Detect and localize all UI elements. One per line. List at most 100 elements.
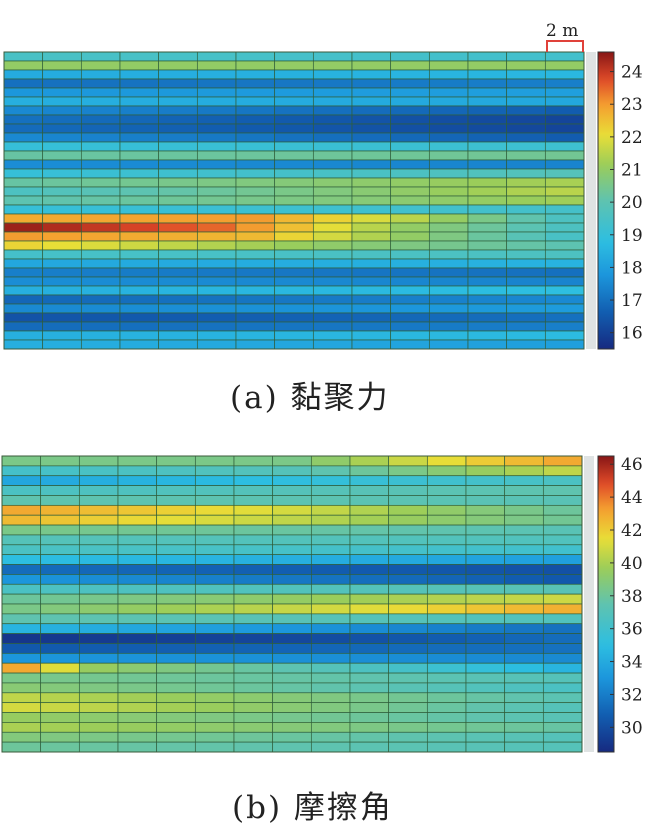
heat-cell bbox=[158, 258, 198, 269]
colorbar-tick-label: 16 bbox=[621, 324, 643, 344]
heat-cell bbox=[349, 593, 390, 605]
heat-cell bbox=[504, 741, 544, 753]
heat-cell bbox=[272, 613, 312, 625]
heat-cell bbox=[233, 554, 274, 565]
heat-cell bbox=[233, 495, 274, 506]
heat-cell bbox=[312, 105, 353, 116]
heat-cell bbox=[158, 105, 198, 116]
heat-cell bbox=[542, 554, 583, 565]
heat-cell bbox=[542, 583, 583, 595]
heat-cell bbox=[272, 514, 312, 526]
heat-cell bbox=[42, 294, 82, 305]
heat-cell bbox=[1, 722, 42, 733]
heat-cell bbox=[310, 672, 351, 684]
heat-cell bbox=[388, 702, 428, 713]
heat-cell bbox=[158, 186, 198, 197]
heat-cell bbox=[158, 114, 198, 125]
heat-cell bbox=[351, 150, 392, 161]
heat-cell bbox=[272, 574, 312, 585]
heat-cell bbox=[506, 258, 546, 269]
heat-cell bbox=[156, 475, 196, 486]
heat-cell bbox=[465, 455, 506, 467]
heat-cell bbox=[158, 240, 198, 251]
heat-cell bbox=[542, 504, 583, 516]
heat-cell bbox=[428, 222, 469, 233]
heat-cell bbox=[80, 96, 121, 107]
heat-cell bbox=[390, 186, 430, 197]
heat-cell bbox=[272, 583, 312, 595]
heat-cell bbox=[351, 321, 392, 332]
heat-cell bbox=[1, 544, 42, 556]
heat-cell bbox=[467, 213, 508, 224]
heat-cell bbox=[78, 475, 119, 486]
heat-cell bbox=[119, 330, 160, 341]
heat-cell bbox=[465, 643, 506, 654]
heat-cell bbox=[542, 455, 583, 467]
heat-cell bbox=[274, 213, 314, 224]
heat-cell bbox=[467, 141, 508, 152]
heat-cell bbox=[80, 159, 121, 170]
heat-cell bbox=[310, 544, 351, 556]
heat-cell bbox=[194, 514, 235, 526]
heat-cell bbox=[428, 123, 469, 134]
heat-cell bbox=[349, 692, 390, 704]
heat-cell bbox=[40, 623, 80, 634]
heat-cell bbox=[274, 78, 314, 89]
heat-cell bbox=[390, 69, 430, 80]
heat-cell bbox=[310, 574, 351, 585]
heat-cell bbox=[390, 159, 430, 170]
heat-cell bbox=[119, 51, 160, 62]
heat-cell bbox=[428, 51, 469, 62]
heat-cell bbox=[465, 485, 506, 496]
heat-cell bbox=[158, 78, 198, 89]
heat-cell bbox=[272, 455, 312, 467]
heat-cell bbox=[312, 168, 353, 179]
heat-cell bbox=[158, 159, 198, 170]
heat-cell bbox=[351, 87, 392, 98]
heat-cell bbox=[506, 285, 546, 296]
heat-cell bbox=[506, 231, 546, 242]
heat-cell bbox=[233, 524, 274, 536]
heat-cell bbox=[3, 330, 44, 341]
heat-cell bbox=[465, 741, 506, 753]
heat-cell bbox=[158, 150, 198, 161]
colorbar-tick-label: 44 bbox=[621, 488, 643, 508]
heatmap-frame bbox=[3, 51, 585, 350]
heat-cell bbox=[467, 132, 508, 143]
heat-cell bbox=[351, 168, 392, 179]
heat-cell bbox=[194, 662, 235, 674]
heat-cell bbox=[390, 132, 430, 143]
heat-cell bbox=[426, 495, 467, 506]
heat-cell bbox=[196, 69, 237, 80]
heat-cell bbox=[117, 534, 158, 546]
heat-cell bbox=[390, 330, 430, 341]
heat-cell bbox=[235, 285, 276, 296]
heat-cell bbox=[235, 258, 276, 269]
heat-cell bbox=[272, 702, 312, 713]
heat-cell bbox=[158, 249, 198, 260]
heat-cell bbox=[42, 60, 82, 71]
heat-cell bbox=[351, 96, 392, 107]
heat-cell bbox=[388, 544, 428, 556]
heat-cell bbox=[274, 321, 314, 332]
heat-cell bbox=[390, 321, 430, 332]
heat-cell bbox=[233, 603, 274, 615]
heat-cell bbox=[196, 123, 237, 134]
heat-cell bbox=[310, 603, 351, 615]
heat-cell bbox=[40, 672, 80, 684]
heat-cell bbox=[119, 276, 160, 287]
heat-cell bbox=[428, 60, 469, 71]
heat-cell bbox=[194, 593, 235, 605]
heat-cell bbox=[351, 339, 392, 350]
heat-cell bbox=[3, 186, 44, 197]
heat-cell bbox=[233, 722, 274, 733]
heat-cell bbox=[119, 294, 160, 305]
heat-cell bbox=[119, 222, 160, 233]
heat-cell bbox=[467, 312, 508, 323]
heat-cell bbox=[351, 51, 392, 62]
colorbar-tick-label: 36 bbox=[621, 620, 643, 640]
heat-cell bbox=[504, 623, 544, 634]
heat-cell bbox=[351, 213, 392, 224]
heat-cell bbox=[156, 465, 196, 477]
heat-cell bbox=[117, 623, 158, 634]
